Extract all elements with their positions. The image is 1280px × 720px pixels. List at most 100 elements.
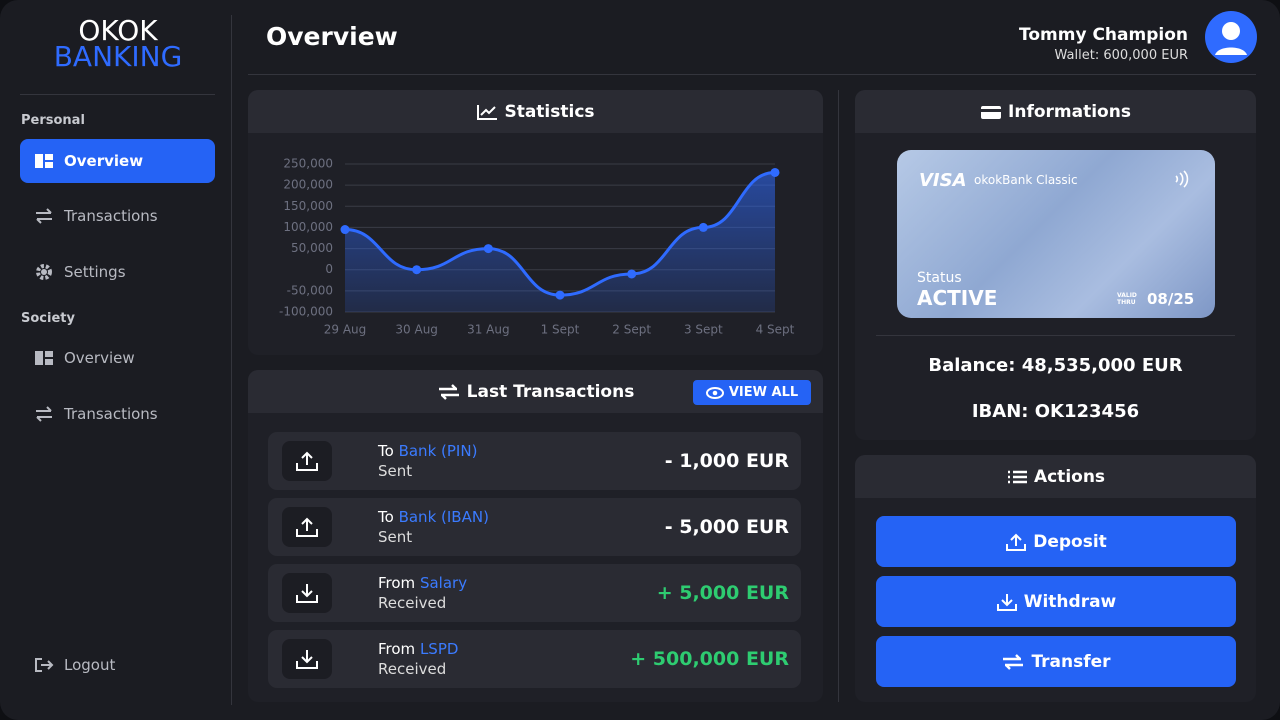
withdraw-button[interactable]: Withdraw	[876, 576, 1236, 627]
line-area	[345, 172, 775, 312]
avatar[interactable]	[1205, 11, 1257, 63]
iban: IBAN: OK123456	[971, 401, 1140, 422]
informations-panel: Informations VISA okokBank Classic Statu…	[855, 90, 1256, 440]
x-tick-label: 30 Aug	[395, 323, 438, 337]
nav-label: Transactions	[64, 207, 158, 225]
transaction-amount: + 5,000 EUR	[656, 582, 789, 604]
y-tick-label: 50,000	[291, 241, 333, 255]
view-all-button[interactable]: VIEW ALL	[693, 380, 811, 405]
transaction-party: To Bank (PIN)	[378, 442, 477, 460]
transaction-status: Sent	[378, 462, 413, 480]
x-tick-label: 29 Aug	[324, 323, 367, 337]
x-tick-label: 2 Sept	[612, 323, 651, 337]
transaction-icon	[282, 639, 332, 679]
y-tick-label: 150,000	[283, 199, 333, 213]
nav-item[interactable]: Transactions	[20, 194, 215, 238]
wallet: Wallet: 600,000 EUR	[1054, 48, 1188, 63]
transaction-party: From Salary	[378, 574, 467, 592]
x-tick-label: 4 Sept	[756, 323, 795, 337]
contactless-icon	[1175, 170, 1189, 188]
icon	[1006, 533, 1027, 551]
nav-label: Settings	[64, 263, 126, 281]
x-tick-label: 1 Sept	[541, 323, 580, 337]
transaction-item: From LSPD Received + 500,000 EUR	[268, 630, 801, 688]
transaction-party: To Bank (IBAN)	[378, 508, 489, 526]
transaction-item: To Bank (IBAN) Sent - 5,000 EUR	[268, 498, 801, 556]
divider	[876, 335, 1235, 336]
statistics-panel: Statistics -100,000 -50,000 0 50,000 100,000…	[248, 90, 823, 355]
card-expiry: 08/25	[1147, 290, 1195, 308]
chart: -100,000 -50,000 0 50,000 100,000 150,000 200,…	[279, 157, 795, 337]
valid-label: THRU	[1117, 299, 1136, 306]
card-valid: VALID THRU	[1117, 292, 1137, 306]
direction: To	[378, 442, 394, 460]
deposit-button[interactable]: Deposit	[876, 516, 1236, 567]
direction: From	[378, 640, 416, 658]
icon	[705, 386, 724, 399]
point	[770, 167, 780, 177]
nav-item[interactable]: Settings	[20, 250, 215, 294]
divider	[20, 94, 215, 95]
page-title: Overview	[266, 22, 398, 51]
balance: Balance: 48,535,000 EUR	[928, 355, 1183, 376]
point	[698, 222, 708, 232]
button-label: Withdraw	[1023, 591, 1117, 612]
point	[340, 225, 350, 235]
logout[interactable]: Logout	[20, 643, 215, 687]
transaction-amount: - 1,000 EUR	[664, 450, 789, 472]
transaction-status: Received	[378, 660, 447, 678]
panel-title: Last Transactions	[466, 381, 635, 402]
button-label: Deposit	[1033, 531, 1107, 552]
panel-header: Informations	[855, 90, 1256, 133]
icon	[296, 650, 318, 669]
logout-label: Logout	[64, 656, 116, 674]
card-status-label: Status	[917, 270, 962, 286]
icon	[1007, 470, 1027, 483]
transactions-panel: Last Transactions VIEW ALL To Bank (PIN)…	[248, 370, 823, 702]
direction: From	[378, 574, 416, 592]
card-status: ACTIVE	[917, 286, 998, 310]
section-label: Personal	[21, 113, 85, 128]
logo-line1: OKOK	[78, 14, 158, 47]
icon	[35, 658, 54, 672]
transfer-button[interactable]: Transfer	[876, 636, 1236, 687]
nav-item[interactable]: Overview	[20, 139, 215, 183]
nav-item[interactable]: Transactions	[20, 392, 215, 436]
icon	[296, 451, 318, 471]
view-all-label: VIEW ALL	[728, 385, 799, 400]
y-tick-label: -50,000	[287, 283, 333, 297]
target: Bank (PIN)	[398, 442, 478, 460]
y-tick-label: -100,000	[279, 305, 333, 319]
valid-label: VALID	[1117, 292, 1137, 299]
icon	[36, 406, 52, 422]
icon	[35, 351, 53, 365]
panel-title: Informations	[1008, 101, 1131, 122]
point	[483, 244, 493, 254]
nav-item[interactable]: Overview	[20, 336, 215, 380]
y-tick-label: 250,000	[283, 157, 333, 171]
transaction-icon	[282, 441, 332, 481]
icon	[296, 584, 318, 603]
icon	[438, 383, 459, 400]
point	[412, 265, 422, 275]
point	[555, 290, 565, 300]
nav-label: Overview	[64, 349, 135, 367]
transaction-amount: - 5,000 EUR	[664, 516, 789, 538]
divider	[248, 74, 1256, 75]
transaction-status: Received	[378, 594, 447, 612]
card-brand: VISA	[919, 170, 967, 191]
nav-label: Transactions	[64, 405, 158, 423]
transaction-item: From Salary Received + 5,000 EUR	[268, 564, 801, 622]
icon	[1003, 653, 1024, 670]
panel-title: Statistics	[504, 101, 595, 122]
icon	[36, 208, 52, 224]
y-tick-label: 200,000	[283, 178, 333, 192]
transaction-icon	[282, 507, 332, 547]
direction: To	[378, 508, 394, 526]
panel-header: Statistics	[248, 90, 823, 133]
button-label: Transfer	[1031, 651, 1111, 672]
y-tick-label: 100,000	[283, 220, 333, 234]
card-product: okokBank Classic	[974, 173, 1078, 187]
x-tick-label: 31 Aug	[467, 323, 510, 337]
